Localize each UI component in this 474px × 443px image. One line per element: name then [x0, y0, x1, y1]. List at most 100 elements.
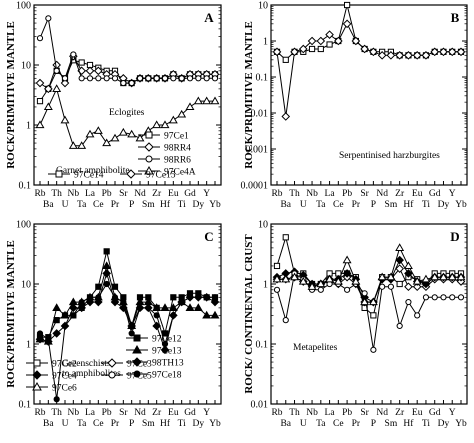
- legend-label: 97Ce13: [152, 347, 182, 357]
- legend-marker: [133, 370, 141, 378]
- data-point: [370, 346, 377, 353]
- x-tick-label: Eu: [168, 408, 179, 418]
- x-tick-label: Dy: [438, 419, 450, 429]
- plot-frame: [33, 4, 222, 186]
- x-tick-label: Sm: [385, 419, 398, 429]
- panel-letter: D: [450, 229, 459, 244]
- data-point: [110, 133, 120, 142]
- plot-frame: [270, 4, 468, 186]
- data-point: [127, 129, 137, 138]
- data-point: [430, 47, 440, 57]
- x-tick-label: Gd: [429, 189, 441, 199]
- series-line: [276, 259, 461, 303]
- x-tick-label: Zr: [152, 189, 162, 199]
- data-point: [86, 75, 94, 82]
- data-point: [325, 274, 335, 283]
- x-tick-label: Yb: [455, 200, 467, 210]
- legend-marker: [108, 371, 116, 379]
- data-point: [36, 35, 44, 42]
- x-tick-label: P: [129, 200, 134, 210]
- data-point: [395, 51, 404, 60]
- x-tick-label: Th: [289, 189, 300, 199]
- legend-marker: [32, 370, 42, 380]
- data-point: [170, 75, 177, 82]
- data-point: [396, 280, 403, 288]
- x-tick-label: La: [85, 189, 96, 199]
- x-tick-label: P: [371, 200, 376, 210]
- x-tick-label: Ba: [280, 419, 291, 429]
- data-point: [120, 79, 127, 87]
- x-tick-label: Yb: [209, 200, 221, 210]
- panel-letter: C: [204, 229, 213, 244]
- data-point: [351, 276, 361, 285]
- legend-label: 97Ce2: [52, 360, 77, 370]
- data-point: [177, 109, 187, 118]
- legend-label: 98TH13: [152, 359, 184, 369]
- data-point: [298, 44, 308, 54]
- y-axis-label: ROCK/PRIMITIVE MANTLE: [243, 21, 255, 169]
- data-point: [342, 269, 352, 278]
- data-point: [273, 286, 281, 293]
- data-point: [395, 243, 405, 251]
- data-point: [160, 345, 170, 355]
- x-tick-label: Gd: [184, 189, 196, 199]
- data-point: [422, 294, 430, 301]
- x-tick-label: Sr: [119, 189, 128, 199]
- data-point: [272, 47, 282, 57]
- x-tick-label: Pb: [102, 408, 112, 418]
- legend: 97Ce14 97Ce15: [48, 169, 176, 181]
- legend-label: 97Ce12: [152, 335, 182, 345]
- series-line: [39, 87, 215, 147]
- panel-b: 0.00010.0010.010.1110RbBaThUNbTaLaCePbPr…: [48, 1, 468, 210]
- legend-marker: [144, 165, 154, 175]
- legend-label: 97Ce3: [127, 360, 152, 370]
- data-point: [110, 297, 120, 307]
- x-tick-label: Pr: [111, 419, 120, 429]
- x-tick-label: Dy: [193, 200, 205, 210]
- y-tick-label: 1: [263, 280, 268, 291]
- x-tick-label: Ta: [316, 200, 326, 210]
- data-point: [290, 47, 299, 57]
- x-tick-label: Th: [289, 408, 300, 418]
- data-point: [170, 294, 177, 301]
- data-point: [85, 129, 95, 138]
- series-97ce15: [272, 19, 466, 121]
- data-point: [368, 297, 378, 306]
- data-point: [36, 330, 44, 337]
- x-tick-label: Gd: [429, 408, 441, 418]
- x-tick-label: Hf: [403, 199, 414, 210]
- y-tick-label: 10: [21, 280, 31, 291]
- data-point: [343, 286, 351, 293]
- data-point: [53, 67, 60, 74]
- group-label: Metapelites: [293, 343, 338, 353]
- y-tick-label: 0.01: [251, 400, 269, 411]
- x-tick-label: P: [129, 419, 134, 429]
- data-point: [102, 269, 111, 278]
- data-point: [281, 112, 291, 121]
- data-point: [94, 66, 103, 76]
- x-tick-label: Ta: [77, 419, 87, 429]
- legend-marker: [107, 358, 117, 368]
- x-tick-label: Rb: [271, 408, 282, 418]
- data-point: [95, 75, 102, 82]
- data-point: [103, 280, 110, 288]
- x-tick-label: U: [62, 419, 69, 429]
- data-point: [85, 66, 95, 76]
- x-tick-label: Ta: [316, 419, 326, 429]
- data-point: [145, 304, 152, 311]
- data-point: [52, 329, 61, 338]
- data-point: [316, 36, 326, 46]
- y-tick-label: 0.1: [256, 73, 269, 84]
- x-tick-label: Th: [51, 408, 62, 418]
- data-point: [43, 102, 53, 111]
- y-tick-label: 100: [16, 1, 31, 12]
- plot-frame: [33, 223, 222, 405]
- data-point: [290, 272, 299, 281]
- x-tick-label: Ti: [422, 200, 430, 210]
- legend-label: 97Ce4: [52, 372, 77, 382]
- data-point: [351, 36, 361, 46]
- data-point: [439, 47, 448, 57]
- x-tick-label: La: [85, 408, 96, 418]
- data-point: [78, 59, 85, 66]
- data-point: [414, 312, 421, 319]
